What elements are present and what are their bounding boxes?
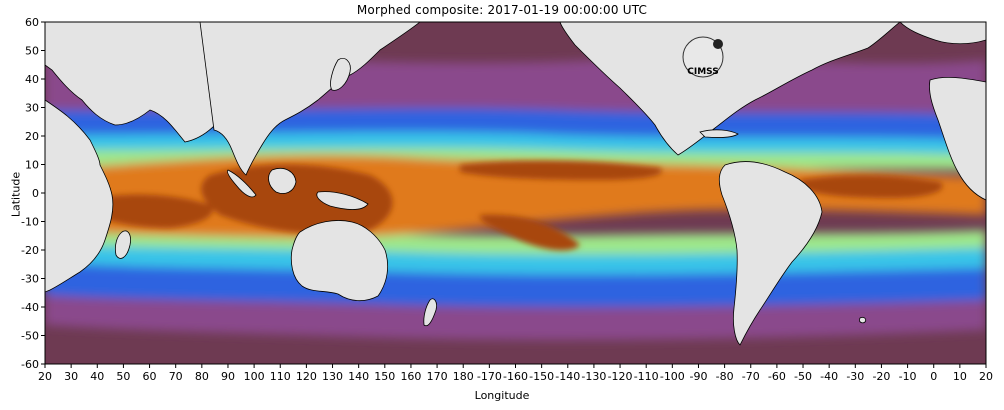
lon-tick-label: 150 (374, 370, 395, 383)
lat-tick-label: -30 (21, 273, 39, 286)
lon-tick-label: -70 (742, 370, 760, 383)
land-south-georgia (859, 316, 867, 324)
lon-tick-label: -50 (794, 370, 812, 383)
lon-tick-label: -60 (768, 370, 786, 383)
lat-tick-label: 20 (25, 130, 39, 143)
lat-tick-label: 30 (25, 102, 39, 115)
land-greenland (899, 22, 986, 45)
land-west-africa-east-edge (929, 76, 986, 201)
y-axis-label: Latitude (9, 171, 23, 218)
lon-tick-label: 40 (90, 370, 104, 383)
lon-tick-label: 140 (348, 370, 369, 383)
core-indian-ocean (90, 194, 213, 228)
latitude-ticks: 60 50 40 30 20 10 0 -10 -20 -30 -40 -50 -60 (21, 16, 45, 371)
lon-tick-label: -160 (503, 370, 528, 383)
x-axis-label: Longitude (474, 389, 530, 402)
longitude-ticks: 20 30 40 50 60 70 80 90 100 110 120 130 140 150 160 170… (38, 364, 993, 383)
lon-tick-label: -90 (689, 370, 707, 383)
land-south-america (718, 161, 823, 346)
lon-tick-label: 20 (38, 370, 52, 383)
lon-tick-label: -20 (872, 370, 890, 383)
core-central-pacific (460, 160, 662, 180)
lat-tick-label: -10 (21, 216, 39, 229)
lat-tick-label: 60 (25, 16, 39, 29)
lon-tick-label: -10 (899, 370, 917, 383)
land-masses (45, 22, 986, 346)
lon-tick-label: 50 (116, 370, 130, 383)
lon-tick-label: 60 (143, 370, 157, 383)
lon-tick-label: -30 (846, 370, 864, 383)
land-borneo (268, 167, 297, 194)
logo-text: CIMSS (687, 67, 718, 77)
land-asia-east (199, 22, 421, 176)
lat-tick-label: -40 (21, 301, 39, 314)
lon-tick-label: 20 (979, 370, 993, 383)
lon-tick-label: -170 (477, 370, 502, 383)
lon-tick-label: 70 (169, 370, 183, 383)
lat-tick-label: 10 (25, 159, 39, 172)
lon-tick-label: 120 (296, 370, 317, 383)
lat-tick-label: -60 (21, 358, 39, 371)
lon-tick-label: 110 (270, 370, 291, 383)
precipitable-water-field (45, 22, 986, 364)
lon-tick-label: -130 (581, 370, 606, 383)
lon-tick-label: -110 (634, 370, 659, 383)
lon-tick-label: -40 (820, 370, 838, 383)
lon-tick-label: 130 (322, 370, 343, 383)
land-sumatra (227, 169, 257, 198)
lon-tick-label: 170 (427, 370, 448, 383)
lon-tick-label: -140 (555, 370, 580, 383)
lat-tick-label: 0 (32, 187, 39, 200)
lon-tick-label: 30 (64, 370, 78, 383)
lat-tick-label: -50 (21, 330, 39, 343)
lon-tick-label: 0 (930, 370, 937, 383)
lon-tick-label: 100 (244, 370, 265, 383)
lon-tick-label: -120 (608, 370, 633, 383)
lat-tick-label: 40 (25, 73, 39, 86)
land-new-guinea (316, 191, 369, 210)
land-madagascar (114, 230, 131, 259)
lon-tick-label: 80 (195, 370, 209, 383)
land-north-america (559, 22, 901, 156)
lon-tick-label: -150 (529, 370, 554, 383)
field-cores (90, 160, 943, 251)
lon-tick-label: 180 (453, 370, 474, 383)
cimss-logo: CIMSS (682, 36, 724, 78)
core-south-atlantic (800, 175, 943, 198)
lon-tick-label: 10 (953, 370, 967, 383)
lon-tick-label: -80 (716, 370, 734, 383)
lon-tick-label: -100 (660, 370, 685, 383)
land-africa (45, 99, 114, 293)
lon-tick-label: 160 (400, 370, 421, 383)
map-title: Morphed composite: 2017-01-19 00:00:00 U… (356, 3, 648, 17)
lon-tick-label: 90 (221, 370, 235, 383)
land-cuba (699, 129, 739, 138)
core-maritime-continent (201, 164, 393, 235)
lat-tick-label: 50 (25, 45, 39, 58)
land-new-zealand (423, 298, 437, 327)
land-japan (330, 57, 351, 91)
core-south-pacific (479, 214, 580, 251)
land-australia (290, 220, 389, 302)
lat-tick-label: -20 (21, 244, 39, 257)
